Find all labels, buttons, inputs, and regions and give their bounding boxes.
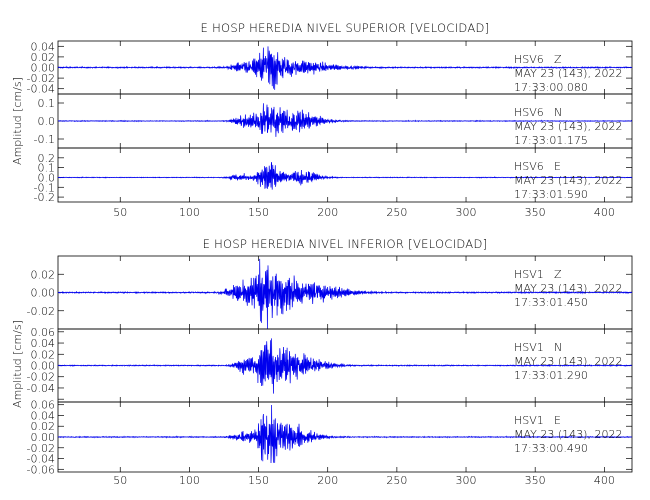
component-code: E	[554, 160, 561, 173]
record-date: MAY 23 (143), 2022	[514, 282, 622, 295]
station-code: HSV6	[514, 53, 544, 66]
y-tick-label: 0.1	[38, 97, 56, 110]
record-date: MAY 23 (143), 2022	[514, 174, 622, 187]
record-time: 17:33:01.590	[514, 188, 588, 201]
station-code: HSV6	[514, 160, 544, 173]
y-tick-label: -0.02	[27, 305, 55, 318]
component-code: N	[554, 341, 562, 354]
chart-panel-lower: E HOSP HEREDIA NIVEL INFERIOR [VELOCIDAD…	[11, 237, 633, 487]
y-tick-label: 0.0	[38, 171, 56, 184]
x-tick-label: 150	[248, 206, 269, 219]
record-time: 17:33:01.175	[514, 134, 588, 147]
x-tick-label: 300	[456, 474, 477, 487]
station-code: HSV1	[514, 341, 544, 354]
y-tick-label: -0.02	[27, 442, 55, 455]
y-tick-label: 0.00	[31, 287, 56, 300]
record-time: 17:33:01.450	[514, 296, 588, 309]
y-tick-label: 0.0	[38, 115, 56, 128]
x-tick-label: 50	[113, 474, 127, 487]
y-tick-label: -0.1	[34, 181, 55, 194]
component-code: E	[554, 414, 561, 427]
channel-hsv1-e: -0.06-0.04-0.020.000.020.040.06 HSV1 EMAY …	[27, 399, 633, 476]
y-tick-label: 0.02	[31, 420, 56, 433]
y-tick-label: -0.1	[34, 133, 55, 146]
component-code: Z	[554, 268, 562, 281]
x-tick-label: 350	[525, 474, 546, 487]
x-tick-label: 150	[248, 474, 269, 487]
y-axis-label: Amplitud [cm/s]	[11, 320, 24, 408]
y-tick-label: -0.04	[27, 83, 55, 96]
channel-frame	[57, 147, 633, 203]
y-tick-label: 0.06	[31, 399, 56, 412]
y-tick-label: 0.04	[31, 409, 56, 422]
y-tick-label: -0.2	[34, 191, 55, 204]
y-tick-label: -0.06	[27, 463, 55, 476]
y-tick-label: -0.04	[27, 382, 55, 395]
chart-title: E HOSP HEREDIA NIVEL INFERIOR [VELOCIDAD…	[203, 237, 488, 251]
y-tick-label: 0.02	[31, 348, 56, 361]
x-tick-label: 250	[386, 206, 407, 219]
station-code: HSV1	[514, 268, 544, 281]
y-tick-label: -0.02	[27, 72, 55, 85]
record-time: 17:33:00.490	[514, 442, 588, 455]
y-tick-label: -0.02	[27, 371, 55, 384]
y-tick-label: 0.02	[31, 51, 56, 64]
y-tick-label: 0.1	[38, 162, 56, 175]
record-date: MAY 23 (143), 2022	[514, 428, 622, 441]
waveform-trace	[57, 162, 633, 190]
chart-title: E HOSP HEREDIA NIVEL SUPERIOR [VELOCIDAD…	[201, 21, 490, 35]
waveform-trace	[57, 338, 633, 394]
y-tick-label: 0.04	[31, 40, 56, 53]
component-code: Z	[554, 53, 562, 66]
x-tick-label: 100	[179, 474, 200, 487]
x-tick-label: 350	[525, 206, 546, 219]
waveform-trace	[57, 258, 633, 330]
x-tick-label: 400	[594, 474, 615, 487]
component-code: N	[554, 106, 562, 119]
y-tick-label: 0.06	[31, 326, 56, 339]
x-tick-label: 100	[179, 206, 200, 219]
x-tick-label: 250	[386, 474, 407, 487]
record-time: 17:33:00.080	[514, 81, 588, 94]
x-tick-label: 400	[594, 206, 615, 219]
y-tick-label: 0.00	[31, 431, 56, 444]
waveform-trace	[57, 404, 633, 464]
station-code: HSV1	[514, 414, 544, 427]
waveform-trace	[57, 103, 632, 137]
x-tick-label: 200	[317, 474, 338, 487]
record-time: 17:33:01.290	[514, 369, 588, 382]
y-tick-label: 0.2	[38, 152, 56, 165]
record-date: MAY 23 (143), 2022	[514, 355, 622, 368]
x-tick-label: 50	[113, 206, 127, 219]
chart-panel-upper: E HOSP HEREDIA NIVEL SUPERIOR [VELOCIDAD…	[11, 21, 633, 219]
y-tick-label: -0.04	[27, 453, 55, 466]
y-axis-label: Amplitud [cm/s]	[11, 77, 24, 165]
x-tick-label: 300	[456, 206, 477, 219]
station-code: HSV6	[514, 106, 544, 119]
y-tick-label: 0.00	[31, 360, 56, 373]
y-tick-label: 0.04	[31, 337, 56, 350]
record-date: MAY 23 (143), 2022	[514, 67, 622, 80]
waveform-trace	[57, 46, 633, 90]
y-tick-label: 0.02	[31, 268, 56, 281]
x-tick-label: 200	[317, 206, 338, 219]
record-date: MAY 23 (143), 2022	[514, 120, 622, 133]
y-tick-label: 0.00	[31, 62, 56, 75]
